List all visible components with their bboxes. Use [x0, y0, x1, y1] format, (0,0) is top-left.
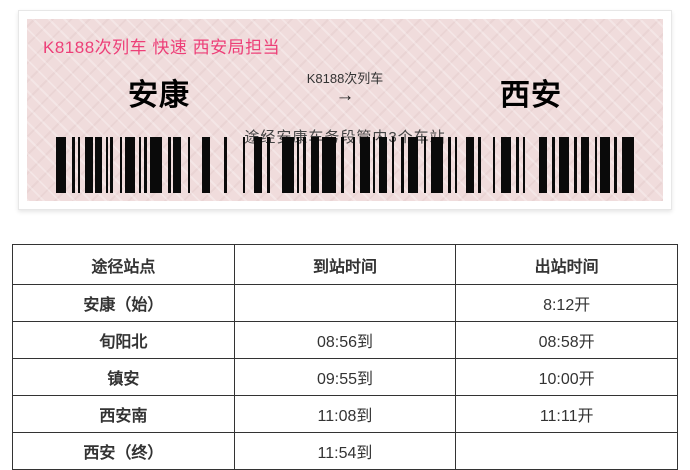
barcode-bar [120, 137, 122, 193]
barcode-bar [523, 137, 525, 193]
ticket-background: K8188次列车 快速 西安局担当 安康 K8188次列车 → 西安 途经安康车… [27, 19, 663, 201]
arrival-cell [233, 284, 457, 322]
station-cell: 安康（始） [12, 284, 235, 322]
barcode-bar [353, 137, 355, 193]
barcode-bar [448, 137, 451, 193]
barcode-bar [581, 137, 589, 193]
barcode-bar [341, 137, 344, 193]
barcode-bar [254, 137, 262, 193]
barcode-bar [282, 137, 294, 193]
route-row: 安康 K8188次列车 → 西安 [43, 66, 647, 118]
arrival-cell: 11:08到 [233, 395, 457, 433]
departure-cell: 08:58开 [455, 321, 678, 359]
barcode-bar [297, 137, 299, 193]
barcode-bar [85, 137, 93, 193]
barcode-bar [267, 137, 270, 193]
barcode-bar [401, 137, 404, 193]
departure-cell: 10:00开 [455, 358, 678, 396]
route-note: 途经安康车务段管内3个车站 [244, 129, 446, 146]
barcode [27, 137, 663, 193]
arrival-cell: 11:54到 [233, 432, 457, 470]
barcode-bar [559, 137, 569, 193]
barcode-bar [455, 137, 457, 193]
barcode-bar [622, 137, 634, 193]
barcode-bar [150, 137, 162, 193]
barcode-bar [478, 137, 481, 193]
barcode-bar [614, 137, 617, 193]
destination-station: 西安 [500, 79, 562, 112]
right-arrow-icon: → [335, 85, 355, 106]
barcode-bar [373, 137, 375, 193]
departure-cell [455, 432, 678, 470]
barcode-bar [125, 137, 135, 193]
barcode-bar [516, 137, 519, 193]
barcode-bar [243, 137, 245, 193]
arrival-cell: 08:56到 [233, 321, 457, 359]
departure-cell: 11:11开 [455, 395, 678, 433]
barcode-bar [424, 137, 426, 193]
barcode-bar [173, 137, 181, 193]
barcode-bar [379, 137, 387, 193]
table-row: 镇安 09:55到 10:00开 [12, 358, 678, 396]
barcode-bar [95, 137, 102, 193]
table-row: 旬阳北 08:56到 08:58开 [12, 321, 678, 359]
barcode-bar [202, 137, 210, 193]
barcode-bar [552, 137, 555, 193]
barcode-bar [72, 137, 75, 193]
barcode-bar [78, 137, 80, 193]
barcode-bar [224, 137, 227, 193]
barcode-bar [303, 137, 306, 193]
barcode-bar [595, 137, 597, 193]
origin-station: 安康 [128, 79, 190, 112]
route-center: K8188次列车 → [275, 68, 415, 106]
table-row: 安康（始） 8:12开 [12, 284, 678, 322]
barcode-bar [188, 137, 190, 193]
train-number-label: K8188次列车 [306, 71, 384, 86]
barcode-bar [311, 137, 319, 193]
barcode-bar [56, 137, 66, 193]
timetable: 途径站点 到站时间 出站时间 安康（始） 8:12开 旬阳北 08:56到 08… [12, 244, 678, 470]
station-cell: 旬阳北 [12, 321, 235, 359]
barcode-bar [144, 137, 147, 193]
barcode-bar [322, 137, 336, 193]
station-cell: 镇安 [12, 358, 235, 396]
barcode-bar [431, 137, 443, 193]
barcode-bar [110, 137, 113, 193]
header-station: 途径站点 [12, 244, 235, 285]
arrival-cell: 09:55到 [233, 358, 457, 396]
train-title: K8188次列车 快速 西安局担当 [43, 38, 281, 57]
barcode-bar [360, 137, 370, 193]
barcode-bar [168, 137, 171, 193]
barcode-bar [106, 137, 108, 193]
station-cell: 西安南 [12, 395, 235, 433]
table-row: 西安（终） 11:54到 [12, 432, 678, 470]
barcode-bar [392, 137, 394, 193]
barcode-bar [501, 137, 511, 193]
table-header-row: 途径站点 到站时间 出站时间 [12, 244, 678, 285]
departure-cell: 8:12开 [455, 284, 678, 322]
header-arrival: 到站时间 [233, 244, 457, 285]
station-cell: 西安（终） [12, 432, 235, 470]
table-row: 西安南 11:08到 11:11开 [12, 395, 678, 433]
barcode-bar [539, 137, 547, 193]
barcode-bar [493, 137, 495, 193]
train-ticket-card: K8188次列车 快速 西安局担当 安康 K8188次列车 → 西安 途经安康车… [18, 10, 672, 210]
barcode-bar [574, 137, 577, 193]
barcode-bar [466, 137, 474, 193]
barcode-bar [139, 137, 141, 193]
barcode-bar [600, 137, 610, 193]
header-departure: 出站时间 [455, 244, 678, 285]
barcode-bar [408, 137, 418, 193]
